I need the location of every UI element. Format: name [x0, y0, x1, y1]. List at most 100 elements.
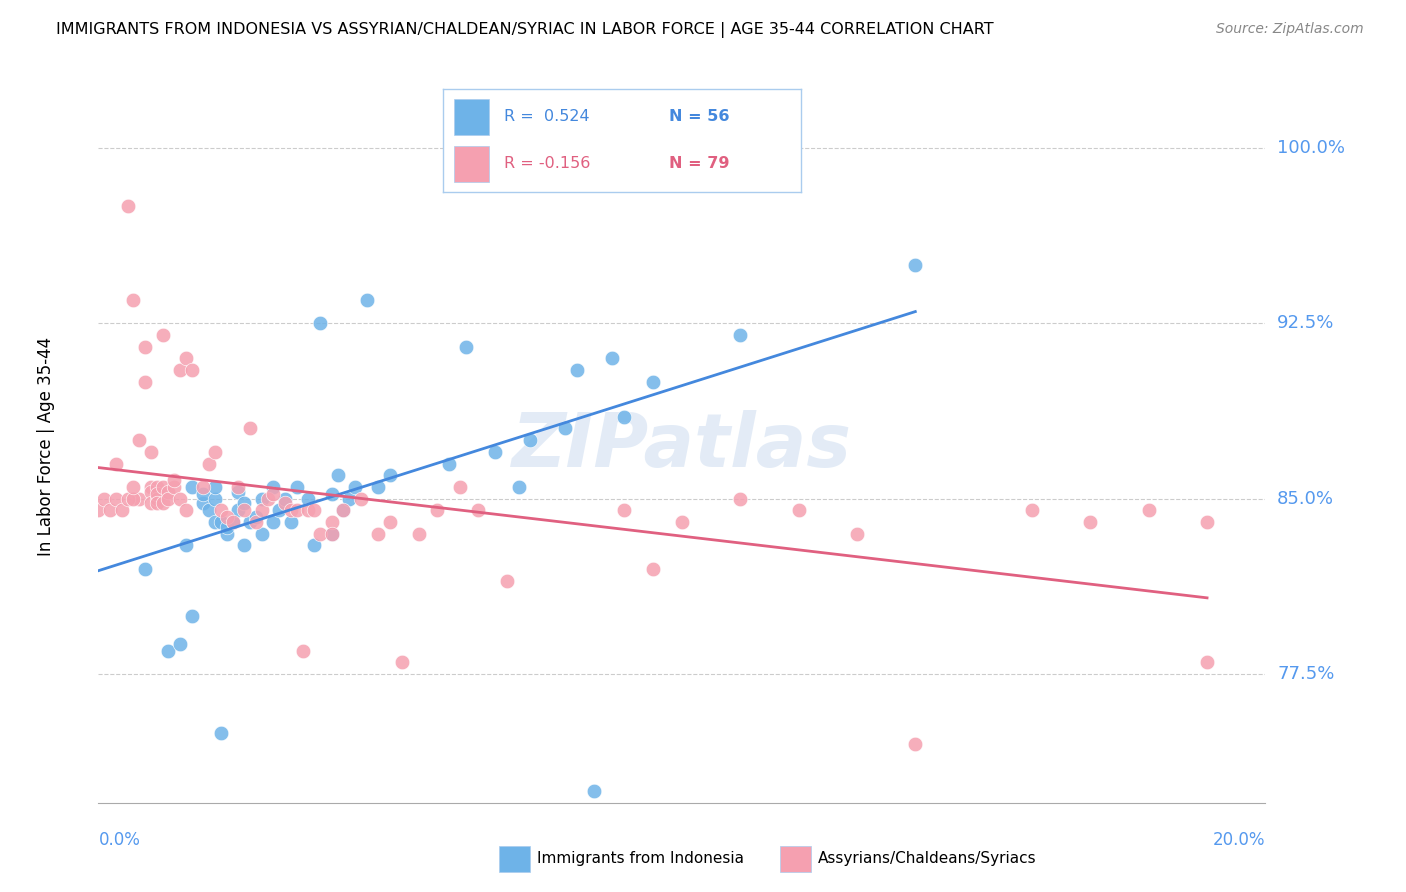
Point	[163, 473, 186, 487]
Point	[1137, 503, 1160, 517]
Point	[1080, 515, 1102, 529]
Point	[228, 480, 250, 494]
Point	[728, 327, 751, 342]
Text: 92.5%: 92.5%	[1277, 314, 1334, 332]
Point	[174, 538, 197, 552]
Point	[104, 457, 127, 471]
Point	[93, 491, 115, 506]
Point	[367, 526, 389, 541]
Point	[152, 496, 174, 510]
Text: Assyrians/Chaldeans/Syriacs: Assyrians/Chaldeans/Syriacs	[818, 852, 1036, 866]
Text: 0.0%: 0.0%	[98, 831, 141, 849]
Point	[565, 363, 588, 377]
Point	[262, 515, 284, 529]
Point	[583, 784, 606, 798]
Point	[139, 445, 162, 459]
Point	[198, 457, 221, 471]
Point	[262, 487, 284, 501]
Point	[180, 608, 202, 623]
Point	[209, 503, 232, 517]
Point	[239, 515, 262, 529]
Point	[87, 503, 110, 517]
Text: 77.5%: 77.5%	[1277, 665, 1334, 683]
Point	[146, 496, 169, 510]
Point	[209, 515, 232, 529]
FancyBboxPatch shape	[454, 99, 489, 136]
Text: R =  0.524: R = 0.524	[503, 110, 589, 124]
Point	[204, 491, 226, 506]
Point	[554, 421, 576, 435]
Point	[641, 562, 664, 576]
Point	[198, 503, 221, 517]
Text: ZIPatlas: ZIPatlas	[512, 409, 852, 483]
Point	[157, 491, 180, 506]
Text: R = -0.156: R = -0.156	[503, 155, 591, 170]
Point	[350, 491, 373, 506]
Point	[378, 515, 402, 529]
Point	[169, 491, 191, 506]
Text: N = 79: N = 79	[669, 155, 730, 170]
Point	[408, 526, 430, 541]
Point	[215, 526, 238, 541]
Point	[204, 445, 226, 459]
Point	[304, 538, 326, 552]
Point	[193, 496, 215, 510]
Point	[787, 503, 810, 517]
Point	[356, 293, 378, 307]
Point	[233, 503, 256, 517]
Point	[233, 538, 256, 552]
Point	[600, 351, 623, 366]
Point	[391, 656, 413, 670]
Point	[157, 644, 180, 658]
Point	[209, 725, 232, 739]
Point	[612, 503, 634, 517]
Point	[174, 351, 197, 366]
Point	[671, 515, 693, 529]
Point	[146, 480, 169, 494]
Point	[163, 480, 186, 494]
Point	[152, 480, 174, 494]
Point	[449, 480, 471, 494]
Point	[146, 487, 169, 501]
Point	[139, 496, 162, 510]
Point	[1195, 515, 1218, 529]
Point	[204, 515, 226, 529]
Point	[128, 433, 150, 447]
Point	[1195, 656, 1218, 670]
Point	[122, 480, 145, 494]
Point	[215, 519, 238, 533]
Point	[250, 491, 273, 506]
Text: In Labor Force | Age 35-44: In Labor Force | Age 35-44	[37, 336, 55, 556]
Point	[454, 340, 477, 354]
Point	[180, 480, 202, 494]
Point	[250, 526, 273, 541]
Point	[233, 496, 256, 510]
Point	[122, 491, 145, 506]
Point	[117, 491, 139, 506]
Point	[193, 480, 215, 494]
Point	[321, 515, 343, 529]
Point	[256, 491, 278, 506]
Point	[612, 409, 634, 424]
Text: N = 56: N = 56	[669, 110, 730, 124]
Point	[139, 480, 162, 494]
Point	[117, 199, 139, 213]
Point	[309, 316, 332, 330]
Point	[274, 496, 297, 510]
Point	[367, 480, 389, 494]
Point	[285, 503, 308, 517]
Point	[519, 433, 541, 447]
Text: 100.0%: 100.0%	[1277, 138, 1346, 157]
FancyBboxPatch shape	[454, 145, 489, 181]
Point	[904, 737, 927, 751]
Point	[426, 503, 449, 517]
Point	[304, 503, 326, 517]
Point	[467, 503, 489, 517]
Point	[344, 480, 367, 494]
Point	[104, 491, 127, 506]
Text: IMMIGRANTS FROM INDONESIA VS ASSYRIAN/CHALDEAN/SYRIAC IN LABOR FORCE | AGE 35-44: IMMIGRANTS FROM INDONESIA VS ASSYRIAN/CH…	[56, 22, 994, 38]
Text: Source: ZipAtlas.com: Source: ZipAtlas.com	[1216, 22, 1364, 37]
Text: 85.0%: 85.0%	[1277, 490, 1334, 508]
Point	[297, 503, 319, 517]
Point	[169, 637, 191, 651]
